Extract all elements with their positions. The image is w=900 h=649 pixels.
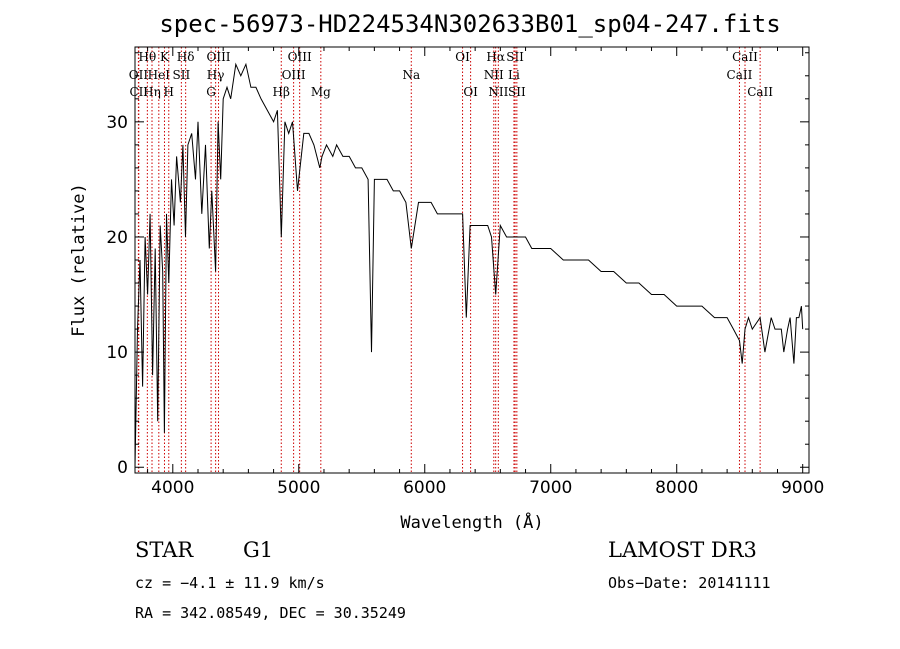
line-label-12: Hβ [273, 85, 290, 99]
spectrum-series [134, 62, 804, 468]
line-label-9: OIII [206, 50, 230, 64]
line-label-18: OI [463, 85, 478, 99]
line-label-22: Li [508, 68, 520, 82]
line-label-4: HeI [148, 68, 171, 82]
obs-date: Obs−Date: 20141111 [608, 574, 771, 592]
line-label-23: NII [488, 85, 508, 99]
line-label-20: SII [506, 50, 524, 64]
x-tick-label-1: 5000 [277, 478, 320, 498]
subclass: G1 [243, 538, 274, 562]
y-tick-label-2: 20 [106, 228, 128, 248]
x-tick-label-0: 4000 [151, 478, 194, 498]
line-label-26: CaII [727, 68, 753, 82]
ra-dec: RA = 342.08549, DEC = 30.35249 [135, 604, 406, 622]
line-label-11: G [206, 85, 216, 99]
line-label-15: Mg [311, 85, 331, 99]
line-label-5: Hη [143, 85, 161, 99]
y-axis-label: Flux (relative) [69, 183, 89, 337]
line-label-25: CaII [732, 50, 758, 64]
line-label-17: OI [455, 50, 470, 64]
x-tick-label-2: 6000 [403, 478, 446, 498]
line-label-10: Hγ [207, 68, 225, 82]
line-label-6: H [164, 85, 174, 99]
line-label-7: SII [173, 68, 191, 82]
line-label-21: NII [484, 68, 504, 82]
line-label-8: Hδ [177, 50, 195, 64]
redshift-cz: cz = −4.1 ± 11.9 km/s [135, 574, 325, 592]
line-label-3: K [160, 50, 170, 64]
line-label-16: Na [402, 68, 420, 82]
y-tick-label-3: 30 [106, 113, 128, 133]
y-tick-label-0: 0 [117, 458, 128, 478]
chart-title: spec-56973-HD224534N302633B01_sp04-247.f… [159, 10, 780, 38]
object-class: STAR [135, 538, 194, 562]
line-label-13: OIII [288, 50, 312, 64]
line-label-27: CaII [747, 85, 773, 99]
line-label-19: Hα [486, 50, 505, 64]
line-label-14: OIII [282, 68, 306, 82]
spectral-line-markers: HθOIICIIKHeIHηHSIIHδOIIIHγGHβOIIIOIIIMgN… [129, 47, 773, 473]
plot-frame [134, 46, 810, 474]
line-label-2: CII [129, 85, 148, 99]
x-tick-label-4: 8000 [655, 478, 698, 498]
x-tick-label-5: 9000 [781, 478, 824, 498]
x-tick-label-3: 7000 [529, 478, 572, 498]
y-tick-label-1: 10 [106, 343, 128, 363]
line-label-24: SII [508, 85, 526, 99]
x-axis-label: Wavelength (Å) [400, 511, 543, 533]
axis-ticks: 4000 5000 6000 7000 8000 9000 0 10 20 30 [106, 47, 824, 498]
line-label-0: Hθ [138, 50, 156, 64]
survey-name: LAMOST DR3 [608, 538, 757, 562]
